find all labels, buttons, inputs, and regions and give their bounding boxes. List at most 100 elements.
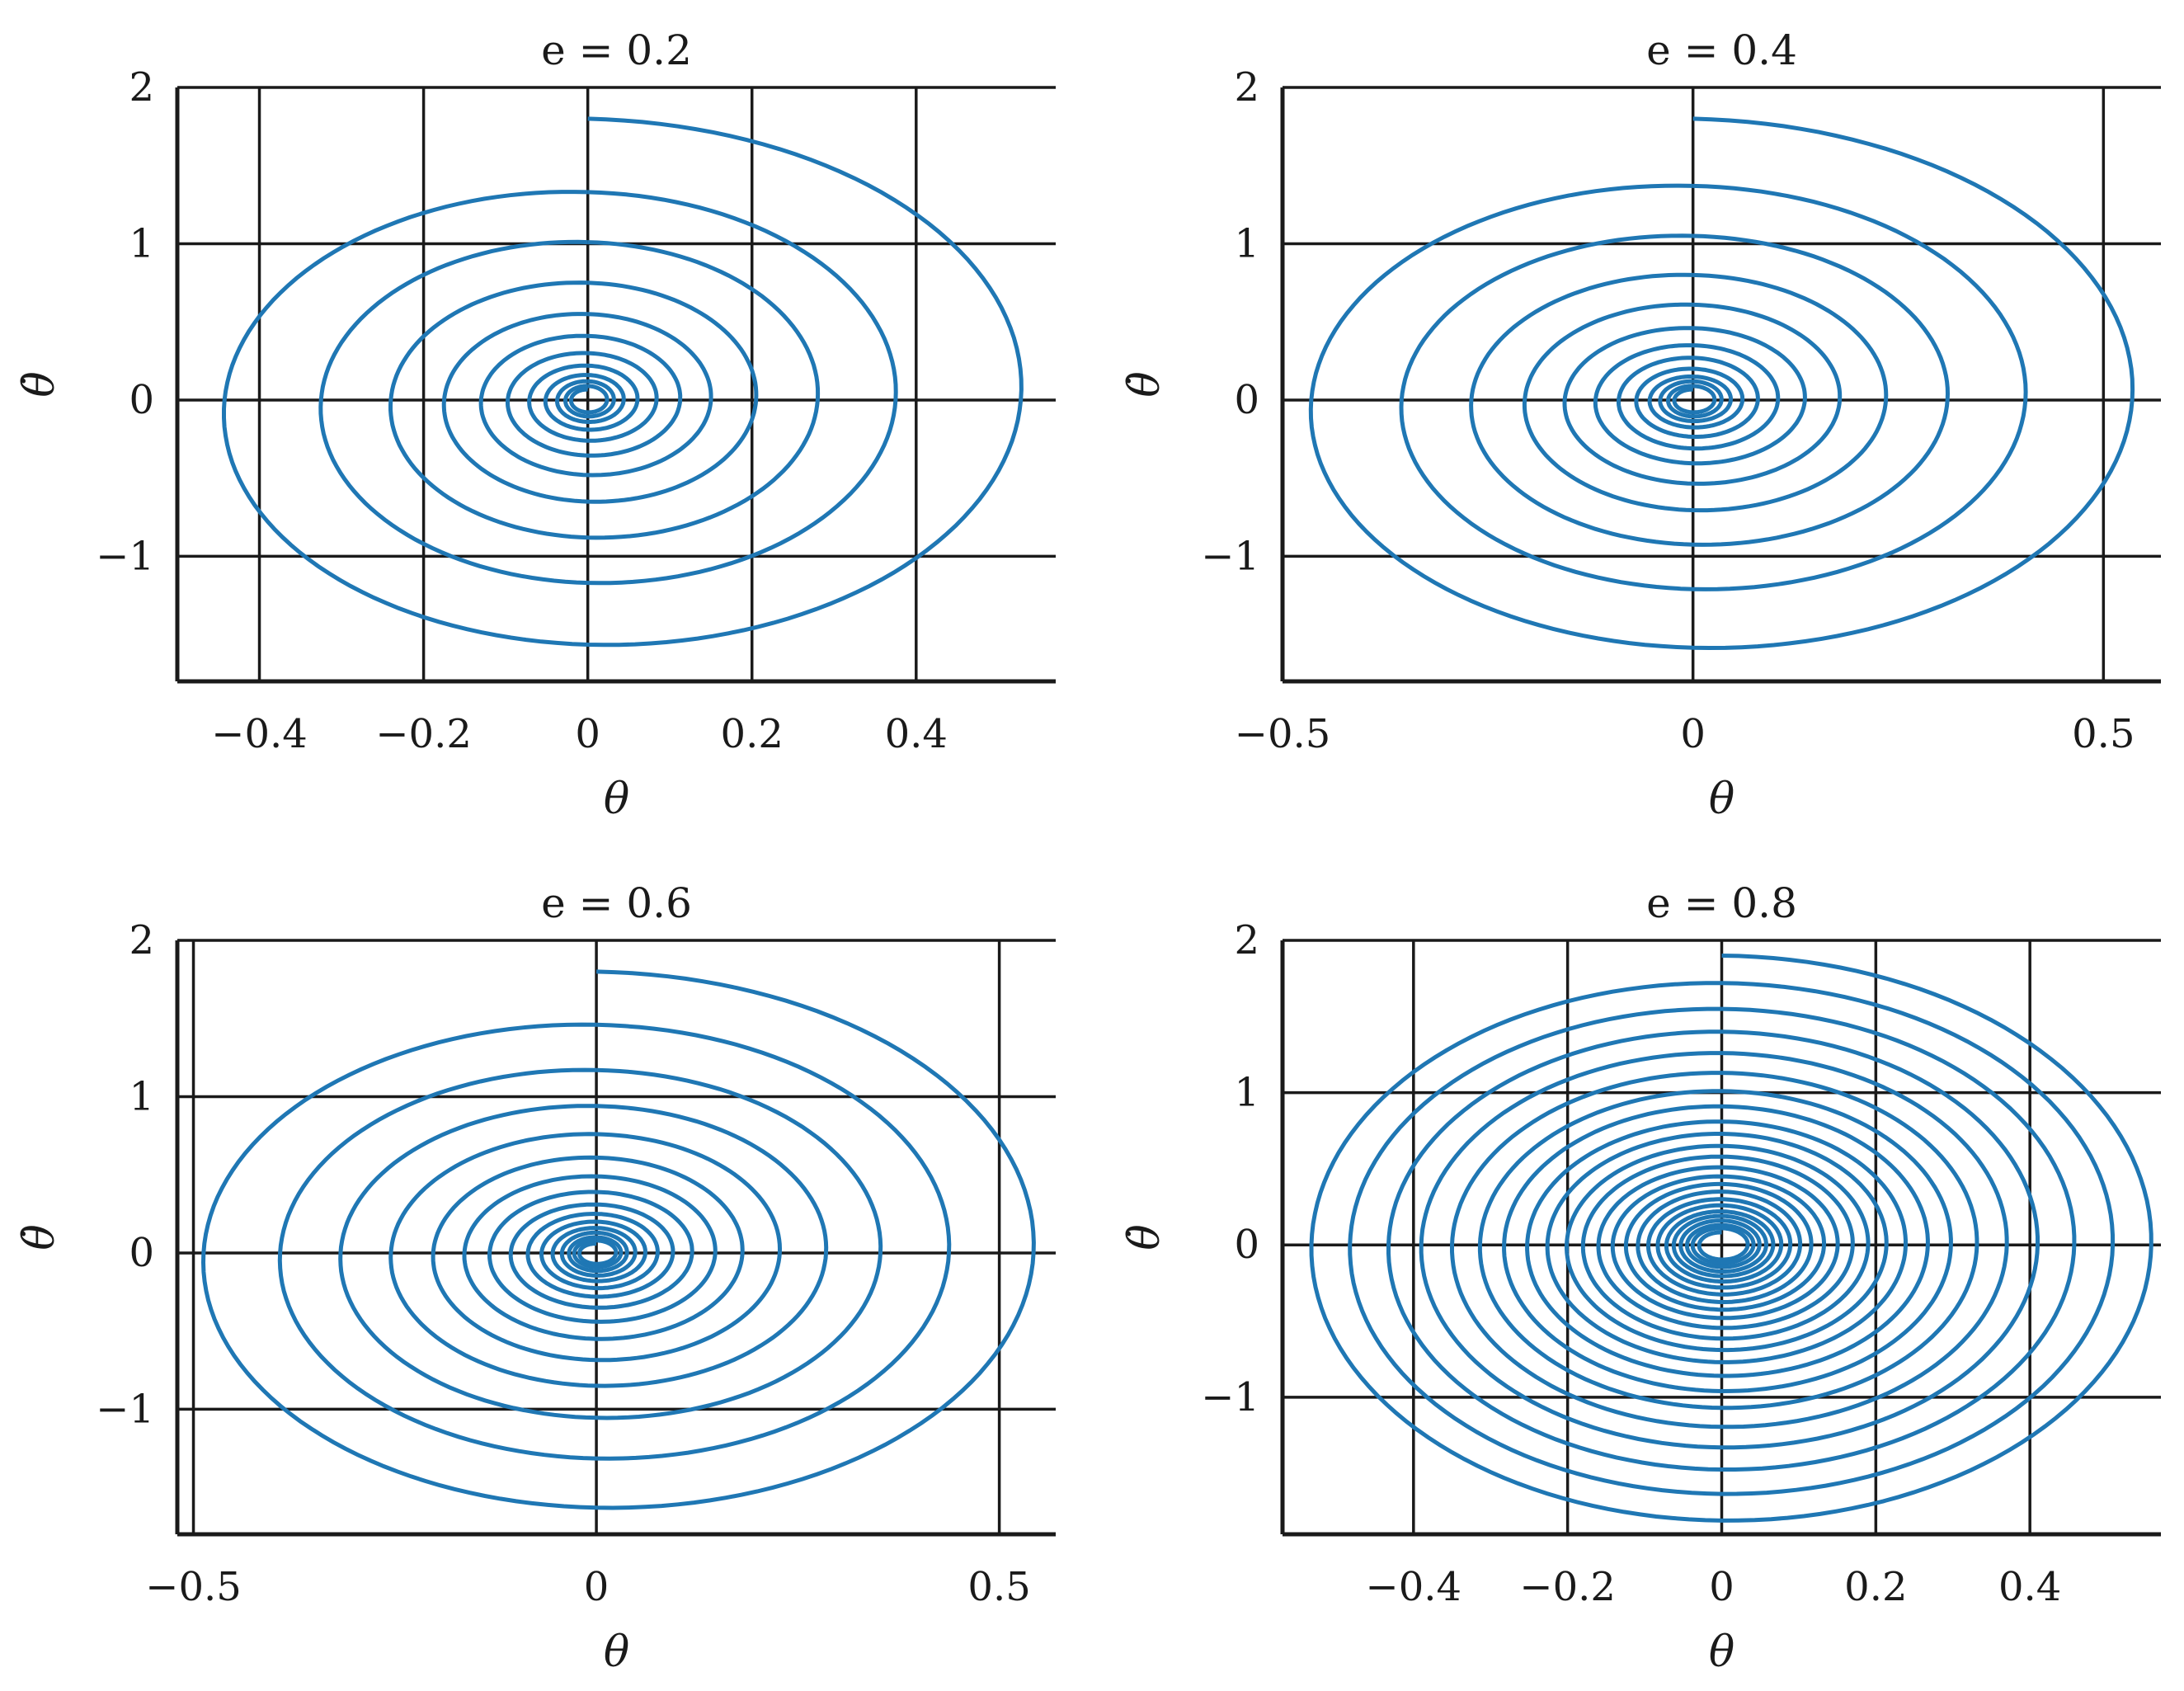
- chart-title: e = 0.2: [541, 26, 692, 74]
- x-tick-label: 0.2: [721, 711, 784, 757]
- orbit-line: [1308, 116, 2135, 651]
- orbit-line: [1690, 1222, 1756, 1265]
- y-tick-label: 0: [129, 1230, 154, 1276]
- chart-title: e = 0.8: [1646, 879, 1797, 927]
- orbit-line: [550, 1219, 648, 1284]
- orbit-line: [1647, 366, 1745, 430]
- x-axis-label: θ: [604, 1627, 629, 1677]
- y-tick-label: 1: [129, 220, 154, 266]
- x-tick-label: −0.2: [1519, 1564, 1616, 1610]
- orbit-line: [441, 280, 759, 504]
- orbit-line: [1593, 326, 1807, 466]
- x-tick-label: 0: [584, 1564, 610, 1610]
- y-tick-label: 0: [1234, 377, 1259, 423]
- orbit-line: [567, 1230, 629, 1274]
- chart-title: e = 0.4: [1646, 26, 1797, 74]
- x-axis-label: θ: [1709, 775, 1734, 824]
- y-tick-label: 0: [1234, 1222, 1259, 1268]
- orbit-line: [1684, 1218, 1762, 1269]
- x-tick-label: 0.5: [967, 1564, 1030, 1610]
- orbit-line: [1386, 1006, 2077, 1472]
- orbit-line: [539, 1212, 660, 1291]
- chart-panel-3: −0.5 0 0.5 −1 0 1 2 e = 0.6 θ θ̇: [15, 879, 1056, 1677]
- chart-panel-4: −0.4 −0.2 0 0.2 0.4 −1 0 1 2 e = 0.8 θ θ̇: [1120, 879, 2161, 1677]
- y-tick-label: −1: [96, 1386, 154, 1432]
- x-tick-label: 0: [1709, 1564, 1734, 1610]
- x-tick-label: −0.4: [211, 711, 308, 757]
- orbit-line: [1419, 1029, 2040, 1450]
- orbit-line: [1450, 1051, 2009, 1430]
- orbit-line: [1655, 1197, 1793, 1290]
- orbit-line: [1469, 233, 1951, 547]
- orbit-line: [1623, 1174, 1826, 1312]
- orbit-line: [1545, 1119, 1908, 1364]
- orbit-line: [388, 1104, 829, 1388]
- orbit-line: [572, 1235, 624, 1269]
- y-axis-label: θ̇: [1120, 371, 1170, 397]
- orbit-line: [1309, 954, 2153, 1523]
- orbit-line: [1671, 1209, 1776, 1279]
- y-axis-label: θ̇: [1120, 1224, 1170, 1250]
- y-tick-label: −1: [1201, 1374, 1259, 1420]
- y-tick-label: 2: [1234, 64, 1259, 111]
- orbit-line: [1666, 379, 1724, 419]
- orbit-line: [222, 116, 1024, 648]
- x-tick-label: 0.4: [1998, 1564, 2061, 1610]
- y-tick-label: 0: [129, 377, 154, 423]
- orbit-line: [1634, 356, 1760, 439]
- orbit-line: [1646, 1189, 1803, 1297]
- orbit-line: [1580, 1143, 1871, 1341]
- orbit-line: [506, 333, 683, 458]
- y-axis-label: θ̇: [15, 371, 64, 397]
- orbit-line: [1399, 183, 2028, 591]
- orbit-line: [563, 379, 616, 419]
- orbit-line: [1348, 981, 2116, 1496]
- orbit-line: [1658, 374, 1733, 423]
- orbit-line: [388, 240, 821, 540]
- orbit-line: [462, 1155, 745, 1341]
- x-tick-label: −0.5: [145, 1564, 242, 1610]
- x-tick-label: 0: [1680, 711, 1706, 757]
- orbit-line: [318, 190, 898, 586]
- orbit-line: [1610, 1165, 1840, 1321]
- orbit-line: [431, 1132, 783, 1363]
- chart-title: e = 0.6: [541, 879, 692, 927]
- orbit-line: [200, 969, 1036, 1510]
- y-tick-label: 2: [129, 917, 154, 963]
- x-tick-label: 0.4: [885, 711, 948, 757]
- orbit-line: [527, 351, 659, 443]
- x-tick-label: 0: [575, 711, 600, 757]
- orbit-line: [1697, 1226, 1750, 1262]
- orbit-line: [1596, 1154, 1855, 1331]
- x-axis-label: θ: [604, 775, 629, 824]
- orbit-line: [1636, 1181, 1814, 1304]
- orbit-line: [525, 1202, 675, 1299]
- orbit-line: [555, 373, 626, 424]
- orbit-line: [1477, 1071, 1979, 1411]
- y-tick-label: 1: [1234, 1070, 1259, 1116]
- orbit-line: [1617, 343, 1781, 451]
- orbit-line: [338, 1067, 883, 1420]
- orbit-line: [568, 384, 610, 415]
- y-tick-label: −1: [1201, 533, 1259, 579]
- orbit-line: [277, 1022, 952, 1461]
- orbit-line: [487, 1174, 718, 1324]
- orbit-line: [508, 1189, 694, 1310]
- x-tick-label: −0.4: [1366, 1564, 1462, 1610]
- orbit-line: [1522, 272, 1889, 513]
- x-tick-label: 0.2: [1844, 1564, 1907, 1610]
- x-tick-label: −0.2: [375, 711, 472, 757]
- y-tick-label: 1: [129, 1073, 154, 1119]
- y-tick-label: −1: [96, 533, 154, 579]
- y-tick-label: 2: [1234, 917, 1259, 963]
- x-axis-label: θ: [1709, 1627, 1734, 1677]
- x-tick-label: 0.5: [2072, 711, 2135, 757]
- y-tick-label: 1: [1234, 220, 1259, 266]
- orbit-line: [1565, 1132, 1889, 1353]
- orbit-line: [1678, 1213, 1768, 1274]
- orbit-line: [543, 363, 640, 432]
- y-axis-label: θ̇: [15, 1224, 64, 1250]
- orbit-line: [577, 1238, 619, 1266]
- orbit-line: [1672, 384, 1717, 415]
